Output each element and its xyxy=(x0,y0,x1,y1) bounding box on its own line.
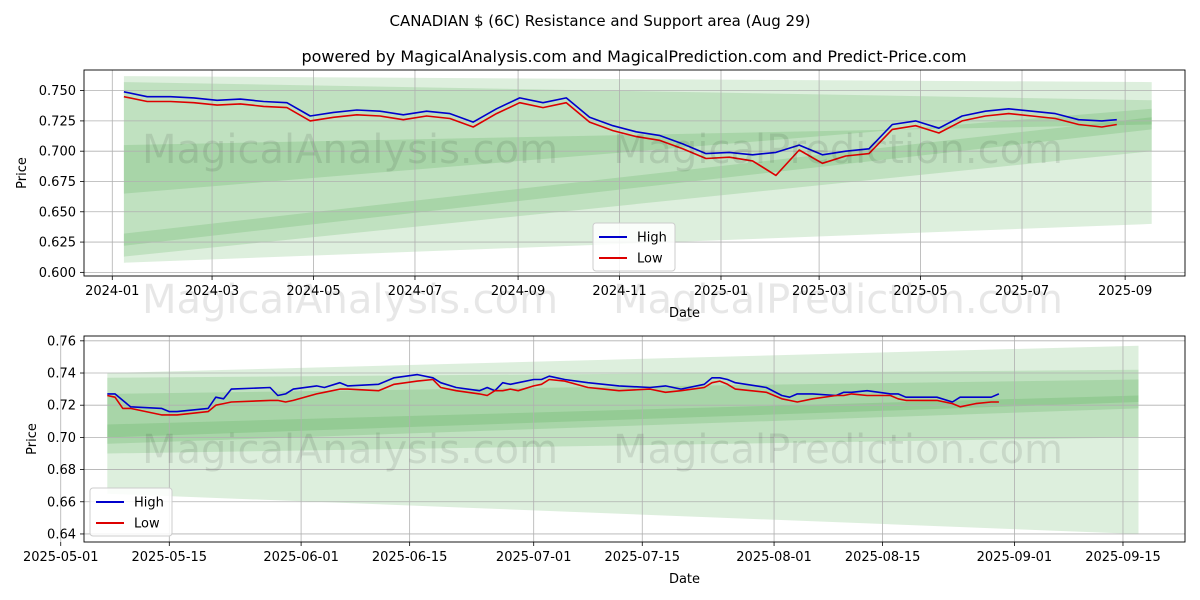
band-area-2 xyxy=(123,108,1152,194)
x-tick-label-7: 2025-08-15 xyxy=(845,550,921,565)
legend-label-low: Low xyxy=(637,252,663,267)
legend: High Low xyxy=(592,222,676,272)
x-tick-label-6: 2025-01 xyxy=(694,284,748,299)
series-group xyxy=(123,91,1117,177)
y-tick-label-0: 0.64 xyxy=(47,527,76,542)
legend-label-high: High xyxy=(637,231,667,246)
watermark-right-top: MagicalPrediction.com xyxy=(613,127,1063,173)
series-line-low xyxy=(123,95,1117,177)
top-chart-panel: 2024-01 2024-03 2024-05 2024-07 2024-09 2024-… xyxy=(15,69,1186,321)
x-axis-label: Date xyxy=(669,306,700,321)
y-axis-label: Price xyxy=(15,157,30,189)
chart-title: CANADIAN $ (6C) Resistance and Support a… xyxy=(390,12,811,30)
y-tick-label-5: 0.74 xyxy=(47,367,76,382)
watermark-right-mid: MagicalPrediction.com xyxy=(613,277,1063,323)
y-axis-label: Price xyxy=(25,423,40,455)
y-tick-label-6: 0.76 xyxy=(47,334,76,349)
x-tick-label-9: 2025-09-15 xyxy=(1085,550,1161,565)
axes-frame xyxy=(83,69,1186,277)
y-tick-label-1: 0.66 xyxy=(47,495,76,510)
legend-label-low: Low xyxy=(134,517,160,532)
x-tick-label-10: 2025-09 xyxy=(1098,284,1152,299)
x-axis-label: Date xyxy=(669,572,700,587)
x-tick-label-3: 2024-07 xyxy=(388,284,442,299)
y-tick-label-3: 0.70 xyxy=(47,431,76,446)
x-tick-label-8: 2025-09-01 xyxy=(977,550,1053,565)
bottom-chart-panel: 2025-05-01 2025-05-15 2025-06-01 2025-06-15… xyxy=(23,334,1186,587)
y-tick-label-2: 0.650 xyxy=(39,205,76,220)
band-group xyxy=(123,76,1152,263)
watermark-left-mid: MagicalAnalysis.com xyxy=(142,277,558,323)
y-tick-label-4: 0.72 xyxy=(47,399,76,414)
x-tick-label-3: 2025-06-15 xyxy=(372,550,448,565)
y-tick-label-4: 0.700 xyxy=(39,145,76,160)
x-tick-label-6: 2025-08-01 xyxy=(736,550,812,565)
band-area-2 xyxy=(107,379,1139,438)
watermark-left-bottom: MagicalAnalysis.com xyxy=(142,427,558,473)
x-tick-label-2: 2025-06-01 xyxy=(263,550,339,565)
x-tick-label-9: 2025-07 xyxy=(995,284,1049,299)
y-tick-label-1: 0.625 xyxy=(39,236,76,251)
series-line-high xyxy=(107,373,1000,413)
band-area-0 xyxy=(123,76,1152,263)
y-tick-label-6: 0.750 xyxy=(39,84,76,99)
x-tick-label-1: 2024-03 xyxy=(185,284,239,299)
series-line-high xyxy=(123,91,1117,156)
x-tick-label-7: 2025-03 xyxy=(792,284,846,299)
y-tick-label-3: 0.675 xyxy=(39,175,76,190)
series-group xyxy=(107,373,1000,416)
y-tick-label-0: 0.600 xyxy=(39,266,76,281)
x-tick-label-4: 2025-07-01 xyxy=(496,550,572,565)
axes-frame xyxy=(83,335,1186,543)
chart-subtitle: powered by MagicalAnalysis.com and Magic… xyxy=(301,47,966,66)
x-tick-label-5: 2024-11 xyxy=(592,284,646,299)
y-tick-label-5: 0.725 xyxy=(39,114,76,129)
x-tick-label-2: 2024-05 xyxy=(286,284,340,299)
x-tick-label-4: 2024-09 xyxy=(491,284,545,299)
watermark-left-top: MagicalAnalysis.com xyxy=(142,127,558,173)
band-area-3 xyxy=(107,395,1139,444)
legend: High Low xyxy=(89,487,173,537)
x-tick-label-0: 2025-05-01 xyxy=(23,550,99,565)
x-tick-label-0: 2024-01 xyxy=(85,284,139,299)
x-tick-label-8: 2025-05 xyxy=(893,284,947,299)
band-area-1 xyxy=(123,82,1152,257)
x-tick-label-1: 2025-05-15 xyxy=(132,550,208,565)
x-tick-label-5: 2025-07-15 xyxy=(604,550,680,565)
legend-label-high: High xyxy=(134,496,164,511)
watermark-right-bottom: MagicalPrediction.com xyxy=(613,427,1063,473)
series-line-low xyxy=(107,378,999,416)
y-tick-label-2: 0.68 xyxy=(47,463,76,478)
